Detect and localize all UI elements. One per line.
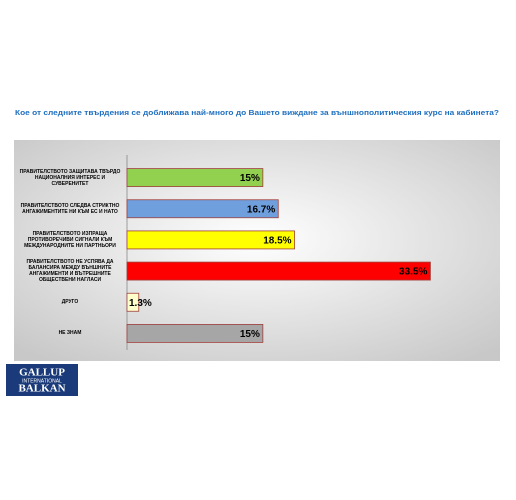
chart-title: Кое от следните твърдения се доближава н… bbox=[15, 108, 499, 117]
value-label: 15% bbox=[240, 329, 260, 340]
logo-text: GALLUP bbox=[19, 367, 65, 379]
value-label: 16.7% bbox=[247, 204, 275, 215]
logo-text: INTERNATIONAL bbox=[22, 378, 62, 384]
value-label: 33.5% bbox=[399, 267, 427, 278]
logo-box bbox=[6, 364, 78, 396]
bar bbox=[126, 168, 264, 187]
bar bbox=[126, 324, 264, 343]
bar bbox=[126, 199, 279, 219]
category-label: НЕ ЗНАМ bbox=[58, 330, 82, 337]
bar bbox=[126, 230, 295, 250]
value-label: 1.3% bbox=[129, 298, 152, 309]
value-label: 15% bbox=[240, 173, 260, 184]
category-label: ПРАВИТЕЛСТВОТО ЗАЩИТАВА ТВЪРДО НАЦИОНАЛН… bbox=[19, 168, 121, 187]
value-label: 18.5% bbox=[263, 236, 291, 247]
category-label: ДРУГО bbox=[61, 299, 79, 306]
bar bbox=[126, 292, 140, 312]
logo-text: BALKAN bbox=[18, 383, 65, 395]
logo: GALLUP INTERNATIONAL BALKAN bbox=[6, 364, 78, 396]
category-label: ПРАВИТЕЛСТВОТО ИЗПРАЩА ПРОТИВОРЕЧИВИ СИГ… bbox=[24, 230, 116, 249]
category-label: ПРАВИТЕЛСТВОТО СЛЕДВА СТРИКТНО АНГАЖИМЕН… bbox=[20, 202, 120, 215]
category-label: ПРАВИТЕЛСТВОТО НЕ УСПЯВА ДА БАЛАНСИРА МЕ… bbox=[26, 259, 114, 284]
bar bbox=[126, 261, 431, 281]
